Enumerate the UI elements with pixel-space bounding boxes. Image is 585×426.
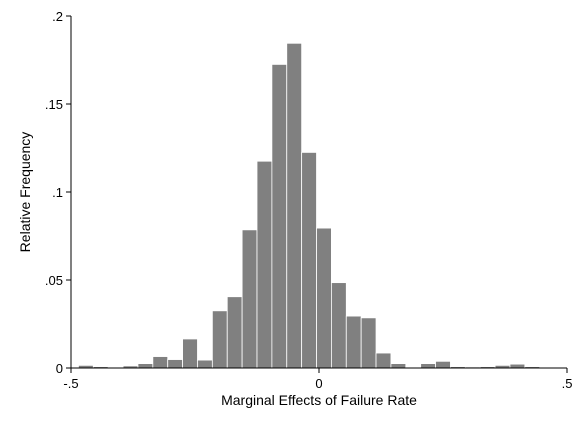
x-tick-label: 0 bbox=[315, 376, 322, 391]
histogram-bar bbox=[390, 363, 407, 369]
y-axis-title: Relative Frequency bbox=[17, 132, 33, 253]
histogram-bar bbox=[226, 296, 243, 369]
x-axis-title: Marginal Effects of Failure Rate bbox=[221, 392, 417, 408]
histogram-bar bbox=[197, 359, 213, 369]
y-tick-label: .05 bbox=[45, 273, 63, 288]
x-tick-label: -.5 bbox=[63, 376, 78, 391]
y-tick-label: 0 bbox=[56, 361, 63, 376]
histogram-bar bbox=[375, 352, 392, 369]
x-axis-ticks: -.5 0 .5 bbox=[63, 368, 572, 391]
histogram-bar bbox=[137, 363, 154, 369]
histogram-bar bbox=[330, 282, 347, 369]
histogram-bar bbox=[152, 356, 169, 369]
histogram-bar bbox=[301, 151, 317, 369]
histogram-bar bbox=[167, 359, 184, 369]
histogram-bar bbox=[271, 64, 288, 369]
histogram-bar bbox=[256, 160, 273, 369]
histogram-bar bbox=[182, 338, 198, 369]
y-tick-label: .1 bbox=[52, 185, 63, 200]
histogram-bars bbox=[78, 42, 541, 369]
y-tick-label: .15 bbox=[45, 97, 63, 112]
histogram-bar bbox=[211, 310, 228, 369]
histogram-bar bbox=[420, 363, 436, 369]
histogram-bar bbox=[435, 360, 451, 369]
histogram-bar bbox=[286, 42, 303, 369]
y-axis-ticks: 0 .05 .1 .15 .2 bbox=[45, 9, 71, 376]
histogram-bar bbox=[360, 317, 377, 369]
y-tick-label: .2 bbox=[52, 9, 63, 24]
histogram-bar bbox=[241, 229, 258, 369]
histogram-bar bbox=[316, 227, 332, 369]
x-tick-label: .5 bbox=[562, 376, 573, 391]
histogram-bar bbox=[345, 315, 362, 369]
histogram-bar bbox=[509, 363, 526, 369]
